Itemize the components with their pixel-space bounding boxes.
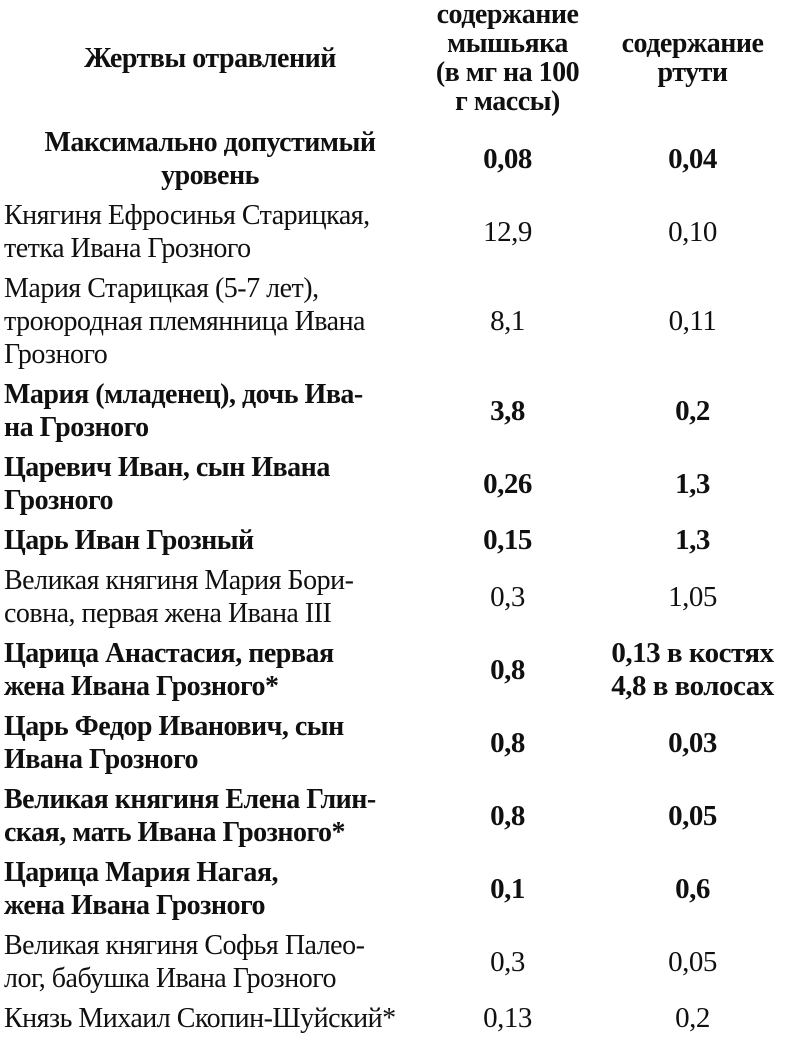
victim-name-cell: Великая княгиня Софья Палео- лог, бабушк… [4,930,365,994]
mercury-value-cell: 0,2 [675,394,710,427]
table-row: Царица Мария Нагая, жена Ивана Грозного … [0,852,790,925]
victim-name-cell: Великая княгиня Мария Бори- совна, перва… [4,565,354,629]
arsenic-value-cell: 0,08 [483,142,532,175]
table-row: Князь Михаил Скопин-Шуйский* 0,13 0,2 [0,998,790,1038]
mercury-value-cell: 1,3 [675,524,710,556]
mercury-value-cell: 0,03 [668,726,717,759]
mercury-value-cell: 0,13 в костях 4,8 в волосах [611,637,774,702]
table-row: Великая княгиня Елена Глин- ская, мать И… [0,779,790,852]
column-header-mercury: содержание ртути [621,28,764,88]
mercury-value-cell: 0,2 [675,1002,710,1034]
victim-name-cell: Царица Мария Нагая, жена Ивана Грозного [4,857,279,921]
mercury-value-cell: 1,3 [675,467,710,500]
victim-name-cell: Максимально допустимый уровень [44,127,376,191]
mercury-value-cell: 0,05 [668,799,717,832]
arsenic-value-cell: 12,9 [483,215,532,248]
victim-name-cell: Князь Михаил Скопин-Шуйский* [4,1003,396,1034]
table-row: Царь Федор Иванович, сын Ивана Грозного … [0,706,790,779]
arsenic-value-cell: 0,8 [490,799,525,832]
victim-name-cell: Мария Старицкая (5-7 лет), троюродная пл… [4,273,366,370]
mercury-value-cell: 1,05 [668,580,717,613]
arsenic-value-cell: 3,8 [490,394,525,427]
table-row: Великая княгиня Софья Палео- лог, бабушк… [0,925,790,998]
arsenic-value-cell: 0,1 [490,872,525,905]
column-header-victims: Жертвы отравлений [84,42,336,74]
victim-name-cell: Царица Анастасия, первая жена Ивана Гроз… [4,638,334,702]
table-row: Царевич Иван, сын Ивана Грозного 0,26 1,… [0,447,790,520]
arsenic-value-cell: 0,8 [490,726,525,759]
victim-name-cell: Царь Иван Грозный [4,525,254,556]
mercury-value-cell: 0,6 [675,872,710,905]
table-row: Княгиня Ефросинья Старицкая, тетка Ивана… [0,195,790,268]
arsenic-value-cell: 0,3 [490,580,525,613]
table-header-row: Жертвы отравлений содержание мышьяка (в … [0,0,790,122]
mercury-value-cell: 0,05 [668,945,717,978]
table-row: Царь Иван Грозный 0,15 1,3 [0,520,790,560]
victim-name-cell: Царевич Иван, сын Ивана Грозного [4,452,330,516]
column-header-arsenic: содержание мышьяка (в мг на 100 г массы) [435,0,580,117]
arsenic-value-cell: 0,15 [483,524,532,556]
arsenic-value-cell: 0,8 [490,653,525,686]
victim-name-cell: Мария (младенец), дочь Ива- на Грозного [4,379,363,443]
mercury-value-cell: 0,04 [668,142,717,175]
victim-name-cell: Княгиня Ефросинья Старицкая, тетка Ивана… [4,200,370,264]
arsenic-value-cell: 0,26 [483,467,532,500]
mercury-value-cell: 0,10 [668,215,717,248]
table-row: Великая княгиня Мария Бори- совна, перва… [0,560,790,633]
table-row: Царица Анастасия, первая жена Ивана Гроз… [0,633,790,706]
table-row: Мария (младенец), дочь Ива- на Грозного … [0,374,790,447]
arsenic-value-cell: 0,3 [490,945,525,978]
table-row: Максимально допустимый уровень 0,08 0,04 [0,122,790,195]
victim-name-cell: Царь Федор Иванович, сын Ивана Грозного [4,711,344,775]
arsenic-value-cell: 0,13 [483,1002,532,1034]
arsenic-value-cell: 8,1 [490,305,525,337]
victim-name-cell: Великая княгиня Елена Глин- ская, мать И… [4,784,376,848]
mercury-value-cell: 0,11 [668,305,717,337]
table-row: Мария Старицкая (5-7 лет), троюродная пл… [0,268,790,374]
